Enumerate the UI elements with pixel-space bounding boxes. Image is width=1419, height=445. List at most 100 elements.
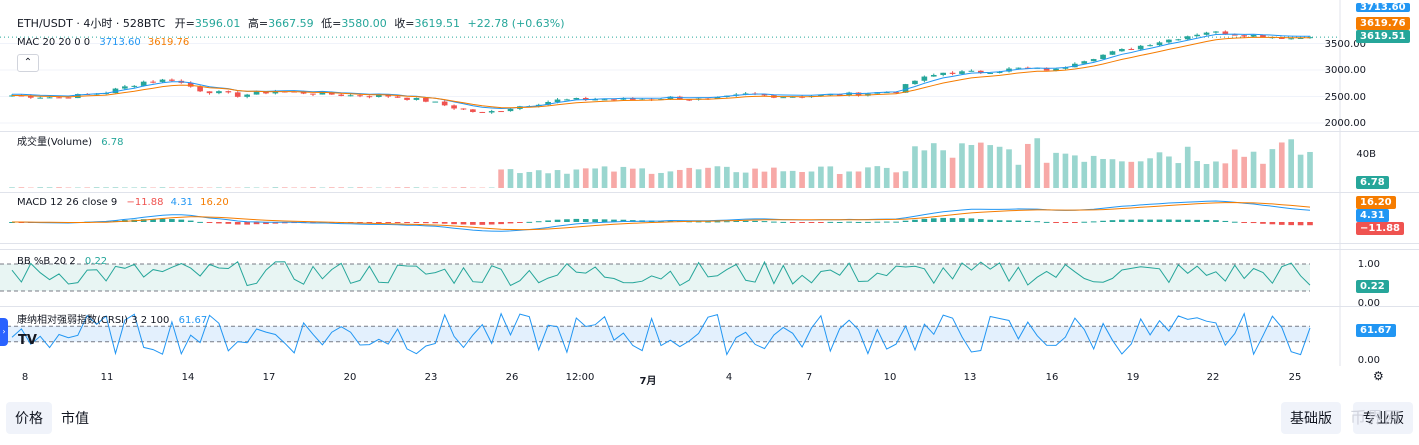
volume-bar xyxy=(1100,158,1106,188)
tab-price[interactable]: 价格 xyxy=(6,402,52,434)
pane-separator[interactable] xyxy=(0,306,1419,307)
crsi-line xyxy=(11,312,1311,356)
candle-body xyxy=(968,70,975,72)
volume-bar xyxy=(451,187,457,188)
candle-body xyxy=(1090,59,1097,62)
volume-bar xyxy=(1025,143,1031,188)
watermark-logo: 币界网 xyxy=(1349,408,1401,427)
x-tick-label: 20 xyxy=(343,372,357,383)
volume-bar xyxy=(921,150,928,188)
macd-histogram-bar xyxy=(1119,219,1125,222)
pane-separator[interactable] xyxy=(0,243,1419,244)
volume-bars xyxy=(9,138,1313,188)
x-tick-label: 22 xyxy=(1206,372,1220,383)
candle-body xyxy=(338,94,345,96)
price-tick: 3500.00 xyxy=(1324,39,1366,50)
volume-bar xyxy=(771,167,777,188)
macd-histogram-bar xyxy=(1250,222,1257,224)
pane-separator[interactable] xyxy=(0,249,1419,250)
open-value: 3596.01 xyxy=(194,17,241,30)
macd-histogram-bar xyxy=(441,222,448,224)
tab-market-cap[interactable]: 市值 xyxy=(61,411,89,427)
macd-histogram-bar xyxy=(460,222,467,225)
bb-label: BB %B 20 2 xyxy=(17,256,76,267)
macd-histogram-bar xyxy=(535,221,542,223)
volume-bar xyxy=(987,145,994,188)
volume-bar xyxy=(865,167,871,188)
volume-bar xyxy=(347,187,354,188)
macd-histogram-bar xyxy=(234,222,241,225)
macd-histogram-bar xyxy=(1203,219,1210,222)
macd-histogram-bar xyxy=(714,221,721,223)
volume-bar xyxy=(159,187,166,188)
volume-bar xyxy=(394,187,401,188)
macd-histogram-bar xyxy=(902,220,909,222)
candle-body xyxy=(1307,37,1313,39)
macd-histogram-bar xyxy=(1034,221,1041,223)
candle-body xyxy=(836,94,843,96)
macd-histogram-bar xyxy=(564,219,570,222)
candle-body xyxy=(620,98,627,100)
candle-body xyxy=(1231,34,1238,36)
macd-histogram-bar xyxy=(1062,222,1069,223)
macd-histogram-bar xyxy=(940,217,946,222)
volume-bar xyxy=(695,169,702,188)
pro-mode-button[interactable]: 专业版 xyxy=(1353,402,1413,434)
candle-body xyxy=(799,96,805,98)
candle-body xyxy=(413,97,420,100)
volume-bar xyxy=(1072,155,1078,188)
x-tick-label: 23 xyxy=(424,372,438,383)
macd-histogram-bar xyxy=(554,219,561,222)
volume-bar xyxy=(1260,163,1266,188)
volume-bar xyxy=(9,187,15,188)
macd-group xyxy=(9,200,1313,232)
crsi-legend[interactable]: 康纳相对强弱指数(CRSI) 3 2 100 61.67 xyxy=(17,315,207,327)
x-tick-label: 12:00 xyxy=(565,372,595,383)
symbol-title[interactable]: ETH/USDT · 4小时 · 528BTC 开=3596.01 高=3667… xyxy=(17,18,564,30)
tradingview-logo[interactable]: TV xyxy=(18,333,44,353)
macd-histogram-bar xyxy=(724,221,730,223)
candle-body xyxy=(1043,67,1050,71)
candle-body xyxy=(46,97,53,99)
candle-body xyxy=(573,97,580,100)
volume-bar xyxy=(1156,152,1163,188)
macd-legend[interactable]: MACD 12 26 close 9 −11.88 4.31 16.20 xyxy=(17,197,229,209)
candle-body xyxy=(761,94,768,96)
macd-histogram-bar xyxy=(526,221,533,223)
x-tick-label: 10 xyxy=(883,372,897,383)
candle-body xyxy=(686,99,693,101)
volume-bar xyxy=(1278,142,1285,188)
candle-body xyxy=(451,105,457,109)
macd-histogram-bar xyxy=(1053,222,1059,223)
macd-histogram-bar xyxy=(404,222,410,224)
basic-mode-button[interactable]: 基础版 xyxy=(1281,402,1341,434)
expand-sidebar-button[interactable]: › xyxy=(0,318,8,346)
candle-body xyxy=(846,92,852,96)
volume-bar xyxy=(667,171,674,188)
collapse-legend-button[interactable]: ⌃ xyxy=(17,54,39,72)
volume-bar xyxy=(1128,161,1135,188)
macd-histogram-bar xyxy=(244,222,250,225)
candle-body xyxy=(122,86,128,89)
macd-histogram-bar xyxy=(780,221,787,223)
candle-body xyxy=(1250,34,1257,37)
pane-separator[interactable] xyxy=(0,131,1419,132)
macd-histogram-bar xyxy=(1269,222,1276,225)
volume-bar xyxy=(874,166,881,188)
volume-bar xyxy=(686,167,693,188)
macd-histogram-bar xyxy=(912,219,918,222)
volume-legend[interactable]: 成交量(Volume) 6.78 xyxy=(17,137,123,149)
ma-legend[interactable]: MAC 20 20 0 0 3713.60 3619.76 xyxy=(17,37,189,49)
pane-separator[interactable] xyxy=(0,192,1419,193)
macd-histogram-bar xyxy=(874,221,881,223)
gear-icon[interactable]: ⚙ xyxy=(1373,369,1384,383)
macd-histogram-bar xyxy=(451,222,457,225)
candle-body xyxy=(1100,54,1106,60)
candle-body xyxy=(319,92,326,95)
candle-body xyxy=(131,85,138,87)
volume-bar xyxy=(705,167,711,188)
candle-body xyxy=(921,76,928,81)
bb-legend[interactable]: BB %B 20 2 0.22 xyxy=(17,256,107,268)
candle-body xyxy=(676,96,683,100)
